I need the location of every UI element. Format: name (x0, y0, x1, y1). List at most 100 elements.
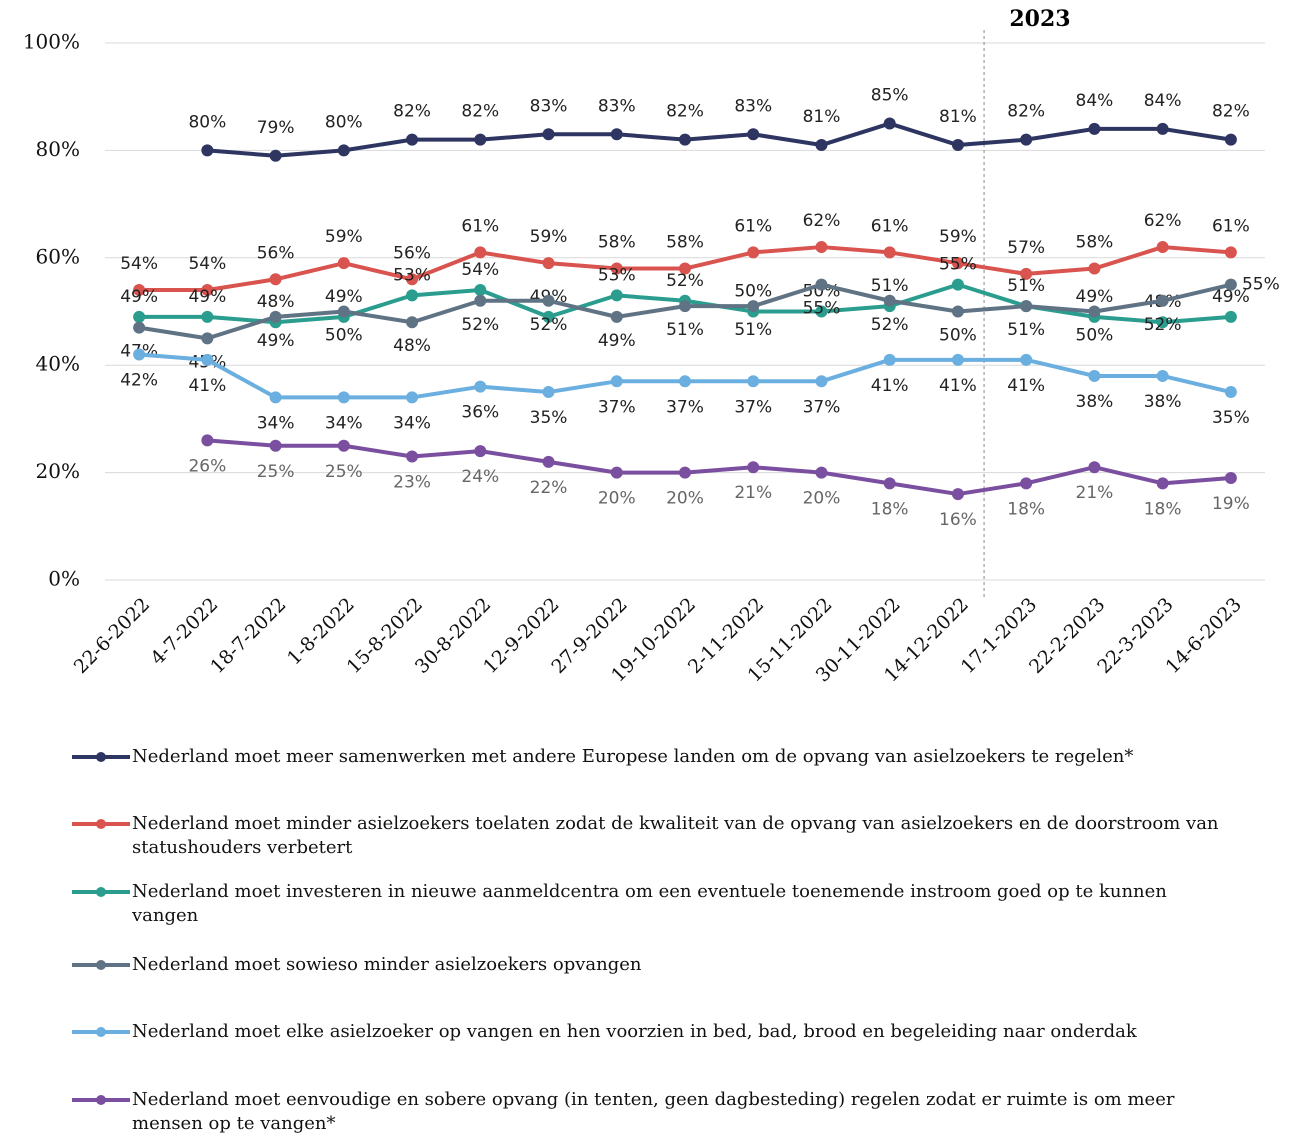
data-label: 81% (803, 107, 841, 127)
data-point (269, 310, 282, 323)
data-label: 35% (1212, 408, 1250, 428)
data-label: 50% (734, 282, 772, 302)
data-label: 58% (1076, 233, 1114, 253)
data-label: 49% (325, 287, 363, 307)
data-label: 58% (666, 233, 704, 253)
data-point (679, 466, 691, 479)
legend-dot (96, 819, 106, 829)
data-point (815, 305, 828, 318)
data-point (474, 445, 487, 458)
data-point (1156, 294, 1169, 307)
data-point (1224, 471, 1237, 484)
data-point (1088, 369, 1101, 382)
data-label: 83% (530, 96, 568, 116)
data-point (1020, 267, 1033, 280)
data-label: 41% (188, 376, 226, 396)
data-point (1156, 477, 1169, 490)
data-point (679, 133, 691, 146)
legend-swatch (72, 960, 130, 970)
legend-item: Nederland moet meer samenwerken met ande… (70, 745, 1220, 769)
y-tick-label: 40% (36, 352, 80, 376)
data-label: 49% (1076, 287, 1114, 307)
data-point (474, 380, 487, 393)
data-point (201, 434, 214, 447)
data-label: 51% (666, 320, 704, 340)
data-point (201, 332, 214, 345)
data-point (337, 144, 350, 157)
series-line (207, 438, 1232, 497)
data-point (406, 133, 419, 146)
data-label: 83% (734, 96, 772, 116)
data-label: 52% (1144, 315, 1182, 335)
data-label: 52% (530, 315, 568, 335)
data-point (269, 273, 282, 286)
data-label: 20% (666, 489, 704, 509)
data-point (269, 439, 282, 452)
legend-swatch (72, 1095, 130, 1105)
data-point (951, 257, 964, 270)
data-label: 79% (257, 118, 295, 138)
data-label: 48% (393, 336, 431, 356)
data-label: 83% (598, 96, 636, 116)
legend-label: Nederland moet investeren in nieuwe aanm… (132, 881, 1167, 926)
legend-label: Nederland moet sowieso minder asielzoeke… (132, 954, 642, 975)
data-label: 51% (734, 320, 772, 340)
data-point (201, 353, 214, 366)
data-point (1156, 369, 1169, 382)
data-point (1088, 122, 1101, 135)
data-label: 55% (803, 299, 841, 319)
data-label: 42% (120, 370, 158, 390)
data-label: 80% (325, 112, 363, 132)
data-point (201, 144, 214, 157)
legend-label: Nederland moet meer samenwerken met ande… (132, 746, 1134, 767)
data-point (1088, 305, 1101, 318)
data-point (337, 391, 350, 404)
data-point (1224, 133, 1237, 146)
data-label: 56% (393, 243, 431, 263)
data-point (815, 278, 828, 291)
data-point (747, 461, 760, 474)
data-label: 41% (1007, 376, 1045, 396)
data-label: 26% (188, 456, 226, 476)
data-label: 51% (871, 276, 909, 296)
data-point (815, 466, 828, 479)
y-tick-label: 80% (36, 137, 80, 161)
data-label: 20% (598, 489, 636, 509)
data-label: 22% (530, 478, 568, 498)
data-point (610, 289, 623, 302)
data-point (1156, 316, 1169, 329)
legend-swatch (72, 752, 130, 762)
data-label: 82% (393, 102, 431, 122)
data-point (542, 257, 555, 270)
data-point (883, 246, 896, 259)
data-label: 57% (1007, 238, 1045, 258)
data-point (815, 375, 828, 388)
data-label: 25% (325, 462, 363, 482)
legend-swatch (72, 1027, 130, 1037)
data-point (951, 488, 964, 501)
data-label: 84% (1076, 91, 1114, 111)
data-point (201, 284, 214, 297)
data-label: 41% (939, 376, 977, 396)
data-point (406, 391, 419, 404)
data-point (951, 353, 964, 366)
data-point (883, 117, 896, 130)
data-label: 16% (939, 510, 977, 530)
data-point (133, 310, 146, 323)
data-label: 55% (939, 255, 977, 275)
legend-label: Nederland moet elke asielzoeker op vange… (132, 1021, 1137, 1042)
data-point (815, 139, 828, 152)
data-point (1224, 386, 1237, 399)
data-point (474, 246, 487, 259)
data-label: 50% (325, 326, 363, 346)
data-point (269, 149, 282, 162)
data-label: 52% (666, 271, 704, 291)
data-point (747, 128, 760, 141)
data-point (133, 284, 146, 297)
data-point (1020, 477, 1033, 490)
data-point (1020, 133, 1033, 146)
data-label: 85% (871, 86, 909, 106)
data-label: 84% (1144, 91, 1182, 111)
data-label: 41% (871, 376, 909, 396)
